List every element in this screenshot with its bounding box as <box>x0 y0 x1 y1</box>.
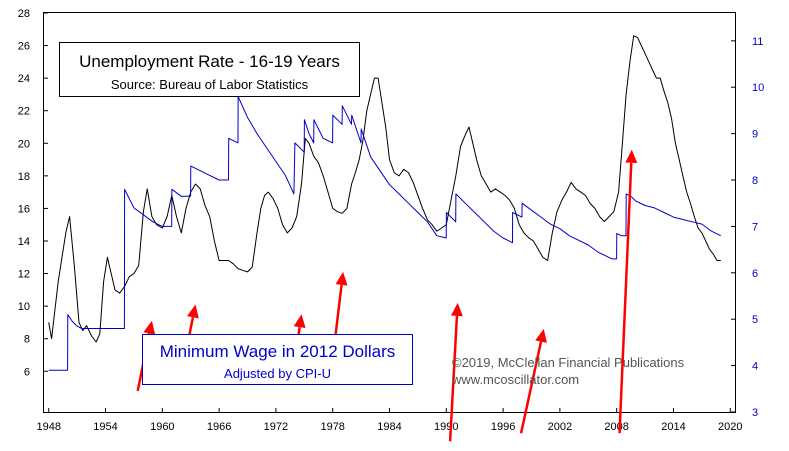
left-axis-tick-labels: 6 8 10 12 14 16 18 20 22 24 26 28 <box>18 8 30 378</box>
series-layer <box>48 35 722 371</box>
axis-tick-marks <box>44 12 735 413</box>
left-tick-label: 24 <box>18 73 30 85</box>
x-tick-label: 2002 <box>548 421 572 433</box>
red-arrow <box>448 302 463 442</box>
red-arrow-shaft <box>519 341 543 434</box>
x-tick-label: 1978 <box>320 421 344 433</box>
x-tick-label: 1990 <box>434 421 458 433</box>
left-tick-label: 6 <box>24 366 30 378</box>
left-tick-label: 8 <box>24 334 30 346</box>
title-box: Unemployment Rate - 16-19 Years Source: … <box>59 42 360 97</box>
right-tick-label: 11 <box>752 36 763 48</box>
x-tick-label: 1960 <box>150 421 174 433</box>
left-tick-label: 12 <box>18 269 30 281</box>
minimum-wage-line <box>48 96 722 371</box>
chart-title: Unemployment Rate - 16-19 Years <box>79 52 340 71</box>
x-tick-label: 2020 <box>718 421 742 433</box>
red-arrow <box>618 149 638 434</box>
red-arrow-head <box>535 328 547 343</box>
left-tick-label: 20 <box>18 138 30 150</box>
website-text: www.mcoscillator.com <box>451 372 579 387</box>
right-tick-label: 9 <box>752 129 758 141</box>
right-axis-tick-labels: 3 4 5 6 7 8 9 10 11 <box>752 36 764 419</box>
red-arrow-head <box>451 302 463 317</box>
wage-subtitle: Adjusted by CPI-U <box>224 366 331 381</box>
left-tick-label: 28 <box>18 8 30 20</box>
left-tick-label: 10 <box>18 301 30 313</box>
left-tick-label: 26 <box>18 41 30 53</box>
red-arrow-head <box>625 149 638 163</box>
right-tick-label: 5 <box>752 314 758 326</box>
right-tick-label: 7 <box>752 221 758 233</box>
red-arrow <box>519 328 547 434</box>
right-tick-label: 4 <box>752 361 758 373</box>
copyright-text: ©2019, McClellan Financial Publications <box>452 355 685 370</box>
unemployment-rate-line <box>48 35 721 343</box>
red-arrow-head <box>335 271 348 286</box>
x-tick-label: 2014 <box>661 421 685 433</box>
wage-title-box: Minimum Wage in 2012 Dollars Adjusted by… <box>142 334 413 385</box>
wage-title: Minimum Wage in 2012 Dollars <box>160 342 396 361</box>
left-tick-label: 22 <box>18 106 30 118</box>
x-tick-label: 1972 <box>264 421 288 433</box>
x-tick-label: 1984 <box>377 421 401 433</box>
plot-area-frame <box>43 12 736 413</box>
red-arrow-shaft <box>618 162 633 434</box>
x-tick-label: 1966 <box>207 421 231 433</box>
x-tick-label: 2008 <box>604 421 628 433</box>
left-tick-label: 16 <box>18 203 30 215</box>
red-arrow-head <box>293 314 306 328</box>
right-tick-label: 10 <box>752 82 764 94</box>
x-tick-label: 1954 <box>93 421 117 433</box>
right-tick-label: 8 <box>752 175 758 187</box>
x-tick-label: 1996 <box>491 421 515 433</box>
chart-subtitle: Source: Bureau of Labor Statistics <box>111 77 309 92</box>
red-arrow-head <box>187 304 199 319</box>
red-arrow-head <box>143 320 156 335</box>
left-tick-label: 18 <box>18 171 30 183</box>
x-axis-tick-labels: 1948 1954 1960 1966 1972 1978 1984 1990 1996 2002… <box>36 421 742 433</box>
right-tick-label: 3 <box>752 407 758 419</box>
x-tick-label: 1948 <box>36 421 60 433</box>
red-arrow-shaft <box>448 315 459 442</box>
left-tick-label: 14 <box>18 236 30 248</box>
right-tick-label: 6 <box>752 268 758 280</box>
